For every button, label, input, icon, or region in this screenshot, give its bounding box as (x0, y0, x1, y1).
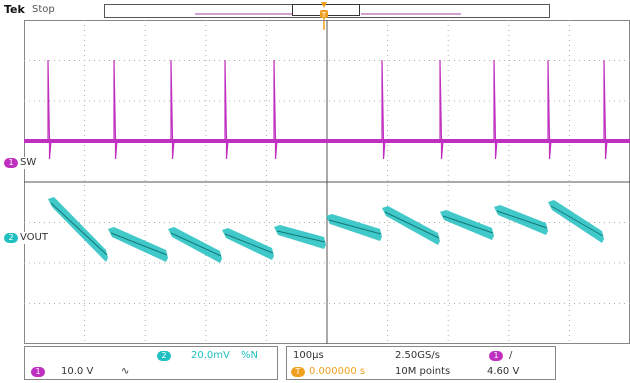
trigger-slope-icon: / (509, 350, 513, 361)
trigger-position-value: 0.000000 s (309, 366, 366, 377)
brand-logo: Tek (4, 3, 25, 16)
ch1-scale-value: 10.0 V (61, 366, 94, 377)
record-length-value: 10M points (395, 366, 451, 377)
record-overview-preview (195, 13, 461, 15)
waveforms (24, 59, 630, 263)
acquisition-state: Stop (32, 4, 55, 15)
channel-readouts[interactable]: 2 20.0mV %N 1 10.0 V ∿ (24, 346, 278, 380)
trigger-level-value: 4.60 V (487, 366, 520, 377)
scope-display[interactable] (24, 20, 630, 344)
ch2-ground-marker[interactable]: 2 VOUT (4, 232, 52, 244)
timebase-value: 100µs (293, 350, 324, 361)
ch1-readout-chip: 1 (31, 367, 45, 377)
ch2-readout-chip: 2 (157, 351, 171, 361)
ch1-chip-icon: 1 (4, 158, 18, 168)
graticule (24, 20, 630, 344)
readout-panel: 2 20.0mV %N 1 10.0 V ∿ 100µs 2.50GS/s T … (24, 346, 630, 380)
ch2-label: VOUT (20, 232, 48, 243)
top-bar: Tek Stop (0, 0, 630, 20)
ch1-label: SW (20, 157, 37, 168)
ch1-coupling-value: ∿ (121, 366, 130, 377)
ch1-ground-marker[interactable]: 1 SW (4, 157, 48, 169)
ch2-chip-icon: 2 (4, 233, 18, 243)
trigger-source-chip: 1 (489, 351, 503, 361)
sample-rate-value: 2.50GS/s (395, 350, 440, 361)
trigger-marker-label: T (321, 11, 327, 19)
ch2-scale-value: 20.0mV (191, 350, 230, 361)
timebase-trigger-readouts[interactable]: 100µs 2.50GS/s T 0.000000 s 10M points 1… (286, 346, 556, 380)
trigger-position-icon: T (291, 367, 305, 377)
ch2-bandwidth-value: %N (241, 350, 258, 361)
